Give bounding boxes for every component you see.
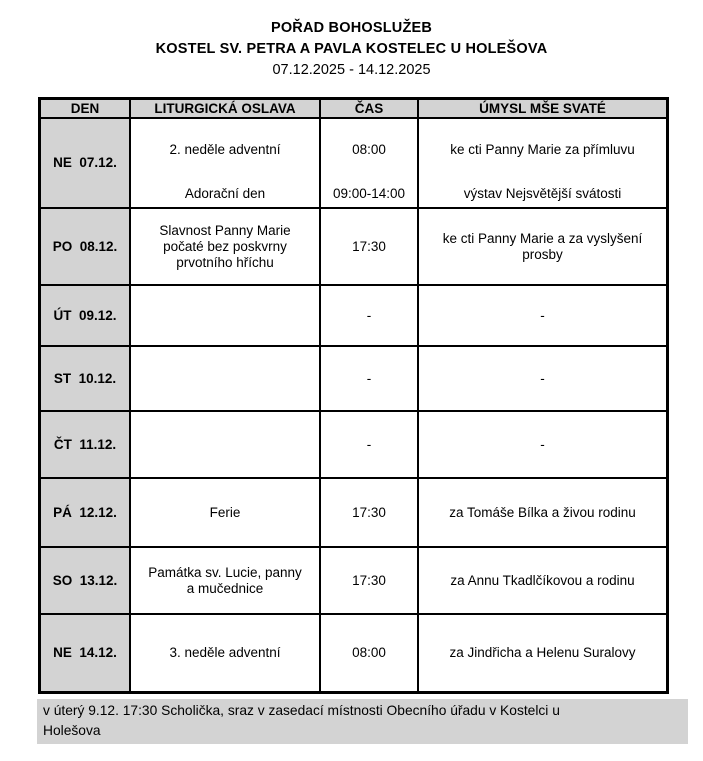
table-row-celebration: Slavnost Panny Marie počaté bez poskvrny…	[131, 209, 321, 286]
table-row-celebration: Památka sv. Lucie, panny a mučednice	[131, 548, 321, 615]
footer-note: v úterý 9.12. 17:30 Scholička, sraz v za…	[37, 699, 688, 744]
table-row-time: 08:00	[321, 615, 419, 691]
table-row-day: PÁ 12.12.	[41, 479, 131, 548]
table-row-day: NE 07.12.	[41, 119, 131, 209]
table-row-celebration: 2. neděle adventní Adorační den	[131, 119, 321, 209]
table-row-day: ST 10.12.	[41, 347, 131, 412]
celebration-line1: 2. neděle adventní	[169, 142, 281, 157]
table-row-intention: za Jindřicha a Helenu Suralovy	[449, 645, 636, 660]
table-row-time: -	[321, 286, 419, 347]
time-line2: 09:00-14:00	[332, 186, 406, 201]
table-row-intention: za Tomáše Bílka a živou rodinu	[419, 479, 666, 548]
header-intention: ÚMYSL MŠE SVATÉ	[419, 100, 666, 119]
date-range: 07.12.2025 - 14.12.2025	[272, 62, 431, 78]
table-row-intention: -	[419, 412, 666, 479]
header-time: ČAS	[321, 100, 419, 119]
table-row-day: ČT 11.12.	[41, 412, 131, 479]
table-row-day: NE 14.12.	[41, 615, 131, 691]
table-row-time: -	[321, 347, 419, 412]
table-row-celebration: 3. neděle adventní	[131, 615, 321, 691]
intention-line2: výstav Nejsvětější svátosti	[463, 186, 622, 201]
table-row-celebration	[131, 412, 321, 479]
table-row-day: ÚT 09.12.	[41, 286, 131, 347]
table-row-celebration	[131, 347, 321, 412]
document-header: POŘAD BOHOSLUŽEB KOSTEL SV. PETRA A PAVL…	[0, 18, 703, 80]
header-day: DEN	[41, 100, 131, 119]
table-row-intention: ke cti Panny Marie a za vyslyšení prosby	[419, 209, 666, 286]
table-row-intention: za Annu Tkadlčíkovou a rodinu	[419, 548, 666, 615]
schedule-table: DEN LITURGICKÁ OSLAVA ČAS ÚMYSL MŠE SVAT…	[38, 97, 669, 694]
table-row-time: 08:00 09:00-14:00	[321, 119, 419, 209]
header-celebration: LITURGICKÁ OSLAVA	[131, 100, 321, 119]
intention-line1: ke cti Panny Marie za přímluvu	[450, 142, 635, 157]
table-row-day: SO 13.12.	[41, 548, 131, 615]
table-row-time: 17:30	[321, 479, 419, 548]
church-name: KOSTEL SV. PETRA A PAVLA KOSTELEC U HOLE…	[155, 41, 548, 57]
table-row-time: 17:30	[321, 548, 419, 615]
table-row-celebration: Ferie	[131, 479, 321, 548]
table-row-time: -	[321, 412, 419, 479]
table-row-time: 17:30	[321, 209, 419, 286]
celebration-line2: Adorační den	[184, 186, 266, 201]
table-row-intention: -	[419, 347, 666, 412]
table-row-intention: ke cti Panny Marie za přímluvu výstav Ne…	[419, 119, 666, 209]
table-row-celebration	[131, 286, 321, 347]
table-row-intention: -	[419, 286, 666, 347]
document-title: POŘAD BOHOSLUŽEB	[270, 20, 433, 36]
time-line1: 08:00	[352, 142, 386, 157]
table-row-day: PO 08.12.	[41, 209, 131, 286]
